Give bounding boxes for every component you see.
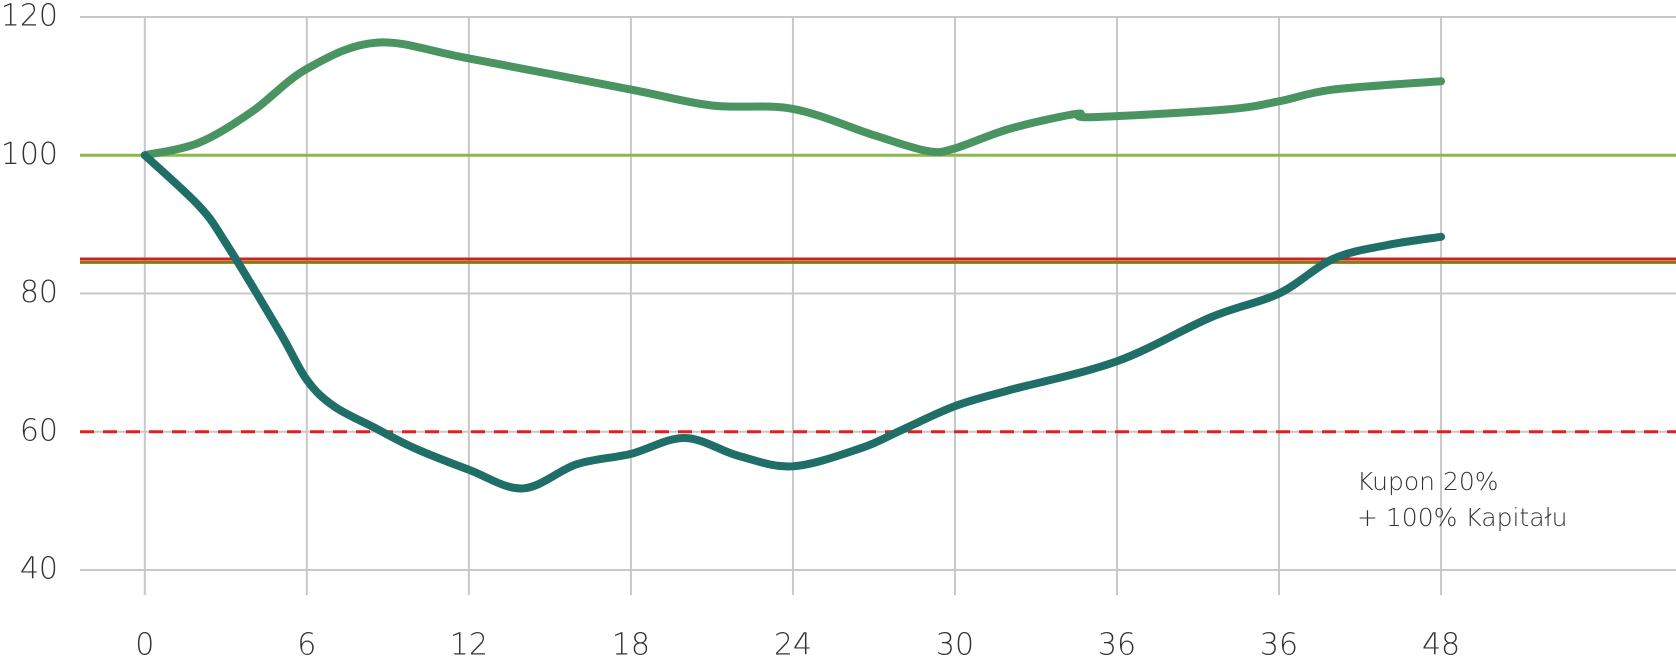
line-series bbox=[140, 38, 1446, 160]
y-tick-label: 100 bbox=[1, 137, 58, 172]
x-tick-label: 18 bbox=[612, 628, 650, 659]
x-tick-label: 6 bbox=[297, 628, 316, 659]
annotation: Kupon 20% bbox=[1357, 467, 1499, 496]
y-tick-label: 40 bbox=[20, 552, 58, 587]
x-tick-label: 30 bbox=[936, 628, 974, 659]
x-tick-label: 36 bbox=[1098, 628, 1136, 659]
x-tick-label: 24 bbox=[774, 628, 812, 659]
y-tick-label: 120 bbox=[1, 0, 58, 34]
x-tick-label: 36 bbox=[1260, 628, 1298, 659]
x-tick-label: 48 bbox=[1422, 628, 1460, 659]
x-tick-label: 0 bbox=[135, 628, 154, 659]
annotation: + 100% Kapitału bbox=[1357, 503, 1567, 532]
y-tick-label: 80 bbox=[20, 275, 58, 310]
y-tick-label: 60 bbox=[20, 413, 58, 448]
line-series bbox=[140, 151, 1446, 493]
x-tick-label: 12 bbox=[450, 628, 488, 659]
